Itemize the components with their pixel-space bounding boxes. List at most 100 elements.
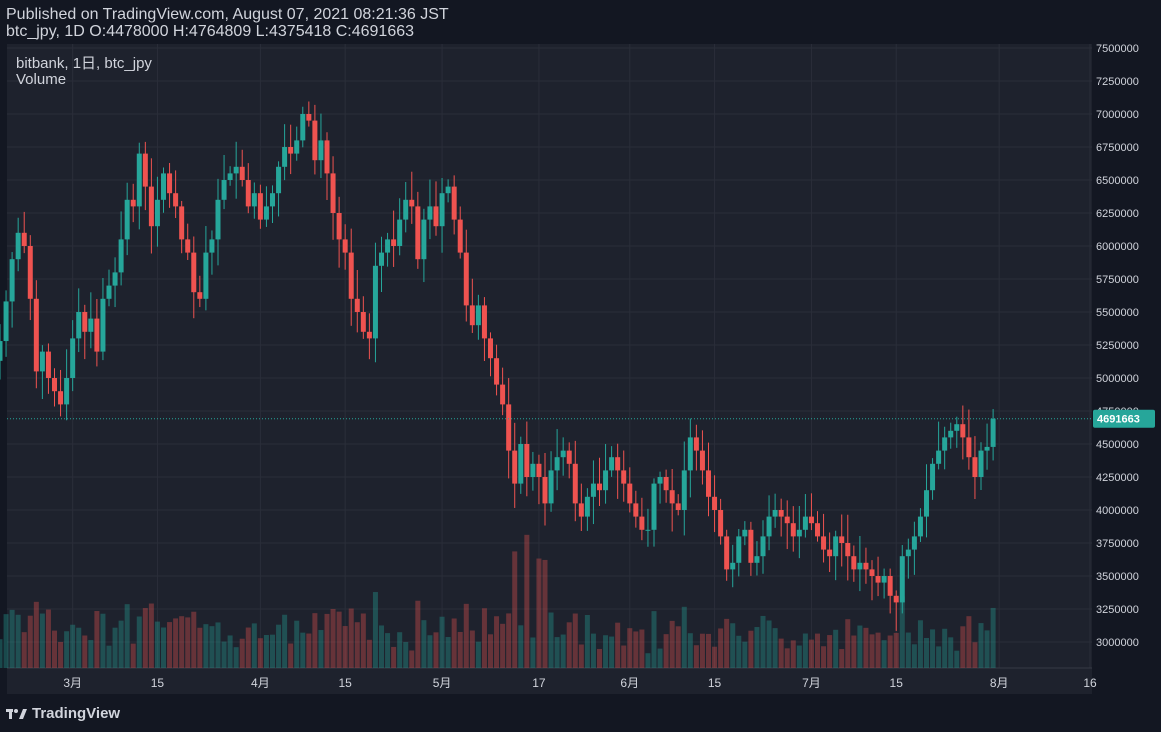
volume-bar [372, 592, 378, 668]
candle-up [917, 516, 923, 537]
volume-bar [385, 633, 391, 668]
candle-up [590, 483, 596, 497]
candle-up [978, 450, 984, 477]
volume-bar [257, 638, 263, 668]
volume-bar [191, 611, 197, 668]
candle-up [385, 239, 391, 253]
candle-up [984, 446, 990, 451]
candle-up [475, 305, 481, 326]
x-tick-label: 15 [890, 676, 904, 690]
volume-bar [300, 632, 306, 668]
volume-bar [784, 648, 790, 668]
candle-down [815, 523, 820, 537]
x-tick-label: 17 [532, 676, 546, 690]
candle-down [500, 384, 506, 405]
candle-down [748, 529, 754, 563]
candle-down [324, 140, 330, 174]
x-tick-label: 7月 [802, 676, 821, 690]
volume-bar [421, 620, 427, 668]
volume-bar [215, 622, 221, 668]
volume-bar [887, 635, 893, 668]
candle-up [118, 239, 124, 273]
candle-up [930, 463, 936, 491]
candle-down [130, 199, 136, 207]
volume-bar [603, 635, 609, 668]
candle-down [669, 490, 675, 504]
volume-bar [990, 607, 996, 668]
volume-bar [772, 628, 778, 668]
volume-bar [239, 638, 245, 668]
volume-bar [173, 618, 179, 668]
candle-down [639, 516, 645, 530]
candle-up [112, 272, 118, 286]
volume-bar [554, 637, 560, 668]
candle-down [863, 562, 869, 570]
candle-down [148, 186, 154, 227]
candle-down [718, 510, 724, 537]
x-tick-label: 4月 [251, 676, 270, 690]
volume-bar [203, 624, 209, 668]
volume-bar [336, 611, 342, 668]
candle-up [136, 153, 142, 207]
volume-bar [633, 631, 639, 668]
volume-bar [197, 627, 203, 668]
price-axis[interactable]: 3000000 3250000 3500000 3750000 4000000 42500… [1096, 43, 1139, 649]
volume-bar [136, 616, 142, 668]
volume-bar [627, 628, 633, 668]
time-axis[interactable]: 3月 15 4月 15 5月 17 6月 15 7月 15 8月 16 [63, 676, 1097, 690]
volume-bar [802, 633, 808, 668]
volume-bar [403, 642, 409, 668]
volume-bar [687, 633, 693, 668]
volume-bar [984, 630, 990, 668]
volume-bar [82, 635, 88, 668]
volume-bar [324, 613, 330, 668]
volume-bar [142, 608, 148, 668]
volume-bar [639, 629, 645, 668]
x-tick-label: 15 [151, 676, 165, 690]
candle-down [306, 114, 312, 121]
volume-bar [15, 614, 21, 668]
chart-legend: bitbank, 1日, btc_jpy Volume [16, 56, 152, 88]
candles [0, 101, 996, 631]
volume-bar [318, 630, 324, 668]
candle-down [887, 576, 893, 596]
volume-bars [0, 534, 996, 668]
volume-bar [209, 626, 215, 668]
candle-down [706, 470, 711, 497]
volume-bar [899, 596, 905, 668]
volume-bar [45, 609, 51, 668]
volume-bar [245, 627, 251, 668]
candle-down [821, 536, 827, 550]
candle-down [972, 457, 978, 477]
volume-bar [663, 634, 669, 668]
candle-up [802, 516, 808, 530]
candle-up [9, 259, 15, 302]
volume-bar [106, 645, 112, 668]
candle-up [905, 549, 911, 557]
candle-down [481, 305, 487, 339]
volume-bar [161, 627, 166, 668]
volume-bar [808, 639, 814, 668]
candle-up [924, 490, 929, 517]
candle-up [942, 437, 948, 451]
candle-up [657, 477, 663, 484]
candle-up [772, 510, 778, 517]
candle-down [312, 120, 318, 161]
volume-bar [276, 624, 282, 668]
volume-bar [718, 628, 724, 668]
volume-bar [651, 611, 657, 668]
candle-down [869, 569, 875, 576]
tradingview-logo[interactable]: TradingView [6, 705, 120, 722]
y-tick-label: 3750000 [1096, 538, 1139, 550]
candle-down [342, 239, 348, 253]
candle-down [288, 147, 294, 154]
volume-bar [263, 635, 269, 668]
candle-up [39, 351, 45, 372]
candle-down [615, 457, 621, 471]
candle-down [94, 318, 100, 352]
candle-up [645, 529, 651, 531]
volume-bar [530, 637, 536, 668]
volume-bar [100, 613, 106, 668]
last-price-label: 4691663 [1097, 414, 1140, 426]
candle-up [439, 193, 445, 227]
